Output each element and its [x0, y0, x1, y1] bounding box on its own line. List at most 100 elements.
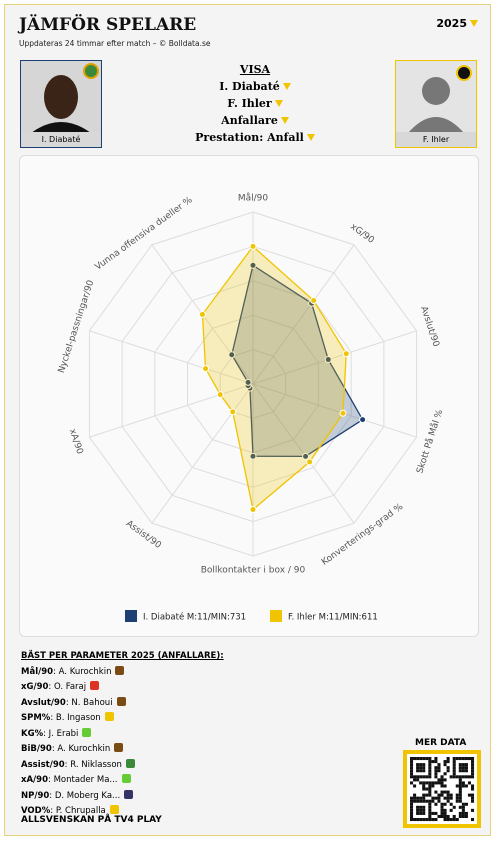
qr-cell — [452, 763, 456, 767]
radar-point — [302, 452, 310, 460]
qr-cell — [458, 763, 462, 767]
qr-cell — [428, 784, 432, 788]
footer-link[interactable]: ALLSVENSKAN PÅ TV4 PLAY — [21, 815, 162, 825]
qr-cell — [425, 757, 429, 761]
footer-text: ALLSVENSKAN PÅ TV4 PLAY — [21, 815, 162, 825]
qr-cell — [443, 796, 447, 800]
qr-cell — [443, 808, 447, 812]
select[interactable]: F. Ihler — [145, 97, 365, 110]
qr-cell — [410, 760, 414, 764]
year-select[interactable]: 2025 — [436, 17, 478, 30]
qr-cell — [437, 781, 441, 785]
qr-cell — [452, 805, 456, 809]
qr-cell — [416, 769, 420, 773]
qr-cell — [413, 818, 417, 822]
qr-cell — [434, 760, 438, 764]
qr-cell — [428, 763, 432, 767]
qr-cell — [416, 808, 420, 812]
qr-cell — [464, 766, 468, 770]
qr-cell — [461, 769, 465, 773]
qr-cell — [461, 784, 465, 788]
qr-cell — [425, 787, 429, 791]
qr-cell — [428, 802, 432, 806]
qr-cell — [443, 802, 447, 806]
qr-cell — [471, 766, 475, 770]
qr-cell — [428, 769, 432, 773]
best-player: P. Chrupalla — [55, 806, 106, 816]
select[interactable]: Prestation: Anfall — [145, 131, 365, 144]
qr-cell — [431, 784, 435, 788]
qr-cell — [410, 772, 414, 776]
qr-cell — [416, 805, 420, 809]
qr-cell — [425, 793, 429, 797]
qr-cell — [455, 818, 459, 822]
radar-point — [249, 506, 257, 514]
best-row: NP/90: D. Moberg Ka... — [21, 789, 224, 805]
qr-cell — [461, 757, 465, 761]
legend-swatch — [270, 610, 282, 622]
axis-label: xG/90 — [348, 222, 376, 246]
qr-cell — [471, 760, 475, 764]
player-card[interactable]: I. Diabaté — [20, 60, 102, 148]
qr-cell — [428, 811, 432, 815]
qr-cell — [446, 766, 450, 770]
best-row: SPM%: B. Ingason — [21, 711, 224, 727]
qr-cell — [452, 760, 456, 764]
qr-cell — [443, 784, 447, 788]
qr-cell — [471, 763, 475, 767]
radar-point — [339, 409, 347, 417]
qr-cell — [428, 808, 432, 812]
qr-cell — [452, 766, 456, 770]
qr-cell — [410, 814, 414, 818]
qr-cell — [422, 784, 426, 788]
qr-cell — [434, 766, 438, 770]
dropdown — [470, 20, 478, 27]
qr-cell — [419, 775, 423, 779]
select[interactable]: Anfallare — [145, 114, 365, 127]
qr-cell — [425, 781, 429, 785]
axis-label: Assist/90 — [124, 519, 163, 551]
qr-cell — [443, 763, 447, 767]
best-param: xA/90 — [21, 775, 48, 785]
qr-cell — [416, 763, 420, 767]
qr-cell — [428, 790, 432, 794]
qr-cell — [461, 802, 465, 806]
axis-line — [89, 383, 254, 438]
best-row: KG%: J. Erabi — [21, 727, 224, 743]
qr-cell — [458, 778, 462, 782]
player-name: F. Ihler — [396, 132, 476, 147]
qr-cell — [434, 757, 438, 761]
qr-cell — [458, 796, 462, 800]
axis-label: Vunna offensiva dueller % — [94, 195, 195, 272]
club-badge — [125, 758, 135, 768]
qr-cell — [440, 808, 444, 812]
qr-cell — [425, 775, 429, 779]
qr-cell — [458, 814, 462, 818]
club-badge — [90, 681, 100, 690]
qr-cell — [410, 802, 414, 806]
qr-cell — [458, 790, 462, 794]
qr-code[interactable] — [403, 750, 481, 828]
mer-data: MER DATA — [415, 738, 467, 748]
best-param: NP/90 — [21, 790, 50, 801]
qr-cell — [458, 811, 462, 815]
qr-cell — [440, 814, 444, 818]
qr-cell — [428, 760, 432, 764]
qr-cell — [461, 805, 465, 809]
qr-cell — [425, 799, 429, 803]
radar-point — [229, 408, 237, 416]
club-badge — [121, 774, 131, 783]
qr-cell — [434, 772, 438, 776]
qr-cell — [422, 781, 426, 785]
axis-label: Skott På Mål % — [414, 408, 445, 475]
radar-point — [359, 416, 367, 424]
qr-cell — [431, 796, 435, 800]
qr-cell — [455, 775, 459, 779]
player-card[interactable]: F. Ihler — [395, 60, 477, 148]
qr-cell — [410, 763, 414, 767]
qr-cell — [446, 799, 450, 803]
qr-cell — [471, 757, 475, 761]
qr-cell — [471, 784, 475, 788]
qr-cell — [458, 799, 462, 803]
select[interactable]: I. Diabaté — [145, 80, 365, 93]
